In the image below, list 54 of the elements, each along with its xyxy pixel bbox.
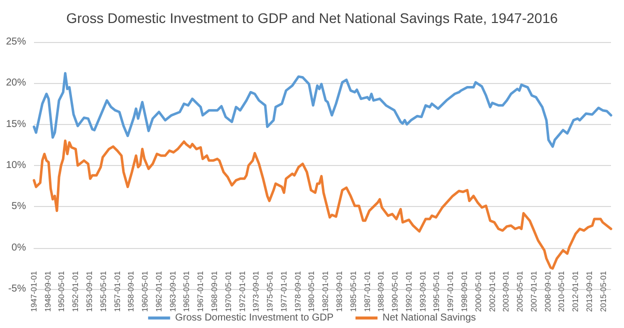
- x-tick-label: 1978-09-01: [293, 270, 302, 312]
- x-tick-label: 1950-05-01: [57, 270, 66, 312]
- x-tick-label: 2003-09-01: [502, 270, 511, 312]
- line-series: [32, 72, 612, 148]
- x-tick-label: 1960-05-01: [140, 270, 150, 312]
- legend-label: Net National Savings: [382, 312, 476, 324]
- x-tick-label: 1962-01-01: [154, 270, 164, 312]
- x-tick-label: 1998-09-01: [460, 270, 469, 312]
- y-tick-label: -5%: [8, 284, 26, 294]
- legend-label: Gross Domestic Investment to GDP: [175, 312, 334, 324]
- line-series: [32, 140, 612, 270]
- x-tick-label: 1947-01-01: [30, 270, 38, 312]
- x-tick-label: 1977-01-01: [279, 270, 288, 312]
- x-tick-label: 1975-05-01: [266, 270, 275, 312]
- x-tick-label: 2012-01-01: [571, 270, 580, 312]
- x-tick-label: 1990-05-01: [390, 270, 400, 312]
- x-tick-label: 2007-01-01: [529, 270, 538, 312]
- y-tick-label: 15%: [6, 118, 26, 130]
- x-tick-label: 1965-05-01: [182, 270, 192, 312]
- y-tick-label: 0%: [12, 242, 26, 254]
- chart-title: Gross Domestic Investment to GDP and Net National Savings Rate, 1947-2016: [66, 10, 558, 26]
- x-tick-label: 1953-09-01: [85, 270, 94, 312]
- y-tick-label: 20%: [6, 78, 26, 89]
- y-tick-label: 25%: [6, 36, 26, 48]
- x-tick-label: 2005-05-01: [516, 270, 525, 312]
- x-tick-label: 1972-01-01: [238, 270, 247, 312]
- x-tick-label: 1967-01-01: [196, 270, 206, 312]
- x-tick-label: 1988-09-01: [376, 270, 386, 312]
- x-tick-label: 1997-01-01: [446, 270, 456, 312]
- x-tick-label: 2015-05-01: [598, 270, 608, 312]
- y-tick-label: 10%: [6, 160, 26, 171]
- y-tick-label: 5%: [12, 201, 26, 212]
- x-tick-label: 1985-05-01: [348, 270, 358, 312]
- x-tick-label: 1980-05-01: [307, 270, 316, 312]
- x-tick-label: 1993-09-01: [418, 270, 428, 312]
- x-tick-label: 1987-01-01: [362, 270, 372, 312]
- x-tick-label: 1983-09-01: [335, 270, 344, 312]
- x-tick-label: 1948-09-01: [43, 270, 52, 312]
- x-tick-label: 1992-01-01: [404, 270, 414, 312]
- x-tick-label: 1973-09-01: [252, 270, 261, 312]
- x-tick-label: 1957-01-01: [112, 270, 122, 312]
- x-tick-label: 2013-09-01: [584, 270, 594, 312]
- x-tick-label: 1970-05-01: [224, 270, 233, 312]
- x-tick-label: 1963-09-01: [168, 270, 178, 312]
- x-tick-label: 1995-05-01: [432, 270, 442, 312]
- x-tick-label: 1968-09-01: [210, 270, 220, 312]
- x-tick-label: 2008-09-01: [543, 270, 552, 312]
- x-tick-label: 1958-09-01: [126, 270, 136, 312]
- x-tick-label: 1982-01-01: [321, 270, 330, 312]
- x-tick-label: 2000-05-01: [474, 270, 483, 312]
- x-tick-label: 1955-05-01: [98, 270, 108, 312]
- x-tick-label: 1952-01-01: [71, 270, 80, 312]
- x-tick-label: 2002-01-01: [488, 270, 497, 312]
- x-tick-label: 2010-05-01: [557, 270, 566, 312]
